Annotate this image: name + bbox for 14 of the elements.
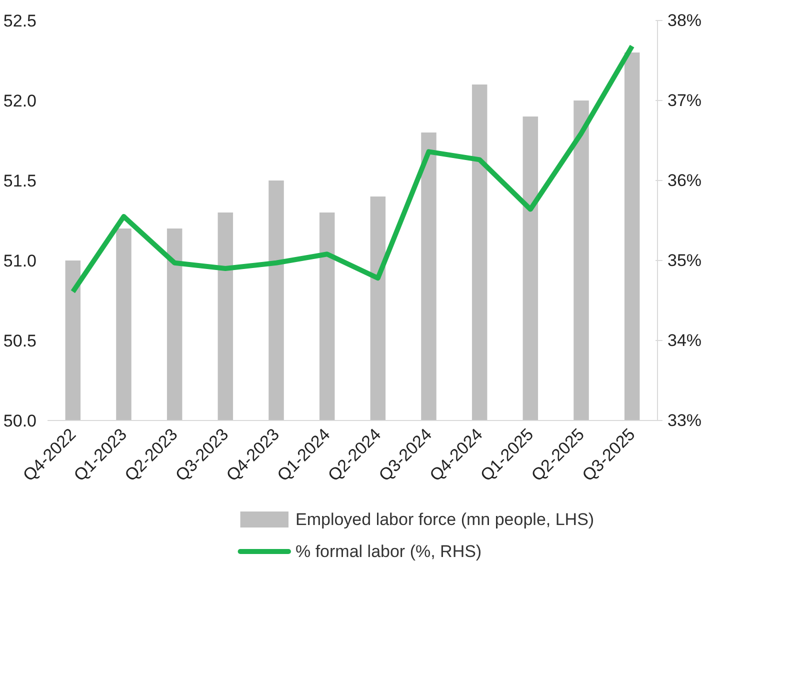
y2-tick-label: 34%	[668, 331, 702, 350]
y2-tick-label: 36%	[668, 171, 702, 190]
y2-tick-label: 33%	[668, 411, 702, 430]
y-tick-label: 50.5	[3, 332, 37, 350]
y-tick-label: 50.0	[3, 412, 37, 430]
y-tick-label: 51.0	[3, 252, 37, 270]
y-tick-label: 51.5	[3, 172, 37, 190]
y2-tick-label: 37%	[668, 91, 702, 110]
legend-label: % formal labor (%, RHS)	[295, 542, 482, 561]
legend-label: Employed labor force (mn people, LHS)	[295, 510, 594, 529]
y2-tick-label: 35%	[668, 251, 702, 270]
y-tick-label: 52.0	[3, 92, 37, 110]
y2-tick-label: 38%	[668, 11, 702, 30]
y-tick-label: 52.5	[3, 12, 37, 30]
